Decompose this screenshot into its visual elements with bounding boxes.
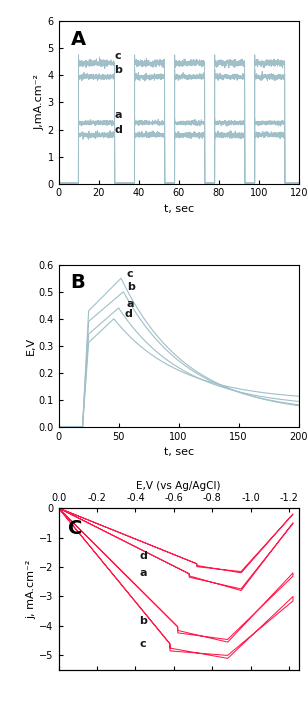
X-axis label: E,V (vs Ag/AgCl): E,V (vs Ag/AgCl) xyxy=(136,481,221,491)
Text: c: c xyxy=(115,51,121,61)
Text: b: b xyxy=(115,66,123,76)
Y-axis label: J,mA.cm⁻²: J,mA.cm⁻² xyxy=(34,74,45,130)
X-axis label: t, sec: t, sec xyxy=(164,447,194,457)
Y-axis label: j, mA.cm⁻²: j, mA.cm⁻² xyxy=(26,560,37,619)
Text: B: B xyxy=(71,273,85,292)
X-axis label: t, sec: t, sec xyxy=(164,204,194,214)
Text: c: c xyxy=(127,269,134,279)
Text: a: a xyxy=(139,568,147,578)
Text: d: d xyxy=(139,550,147,560)
Text: a: a xyxy=(115,111,122,120)
Text: b: b xyxy=(139,615,147,625)
Text: A: A xyxy=(71,29,86,48)
Text: a: a xyxy=(127,299,135,309)
Text: d: d xyxy=(124,309,132,319)
Text: c: c xyxy=(139,640,146,650)
Text: b: b xyxy=(127,282,135,292)
Y-axis label: E,V: E,V xyxy=(26,337,35,355)
Text: d: d xyxy=(115,125,123,135)
Text: C: C xyxy=(68,519,83,538)
